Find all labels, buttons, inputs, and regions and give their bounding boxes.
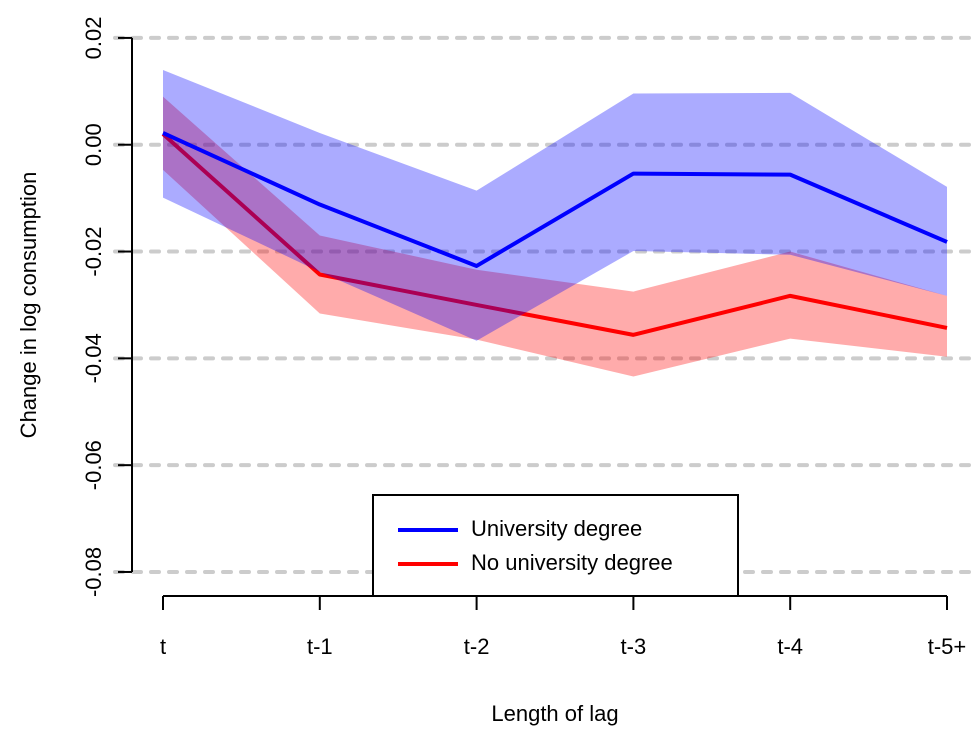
y-axis-label: Change in log consumption	[16, 172, 41, 439]
x-tick-label: t-3	[621, 634, 647, 659]
y-tick-label: -0.06	[81, 440, 106, 490]
y-tick-label: -0.04	[81, 333, 106, 383]
x-tick-label: t-2	[464, 634, 490, 659]
y-tick-label: -0.08	[81, 547, 106, 597]
x-axis-label: Length of lag	[491, 701, 618, 726]
y-tick-label: 0.00	[81, 123, 106, 166]
line	[161, 132, 948, 337]
legend-label: University degree	[471, 516, 642, 541]
legend-label: No university degree	[471, 550, 673, 575]
line	[162, 131, 948, 268]
legend-box	[372, 494, 739, 597]
x-tick-label: t-4	[777, 634, 803, 659]
x-tick-label: t	[160, 634, 166, 659]
y-tick-label: 0.02	[81, 17, 106, 60]
x-tick-label: t-1	[307, 634, 333, 659]
confidence-band	[163, 69, 947, 341]
y-tick-label: -0.02	[81, 226, 106, 276]
x-tick-label: t-5+	[928, 634, 967, 659]
